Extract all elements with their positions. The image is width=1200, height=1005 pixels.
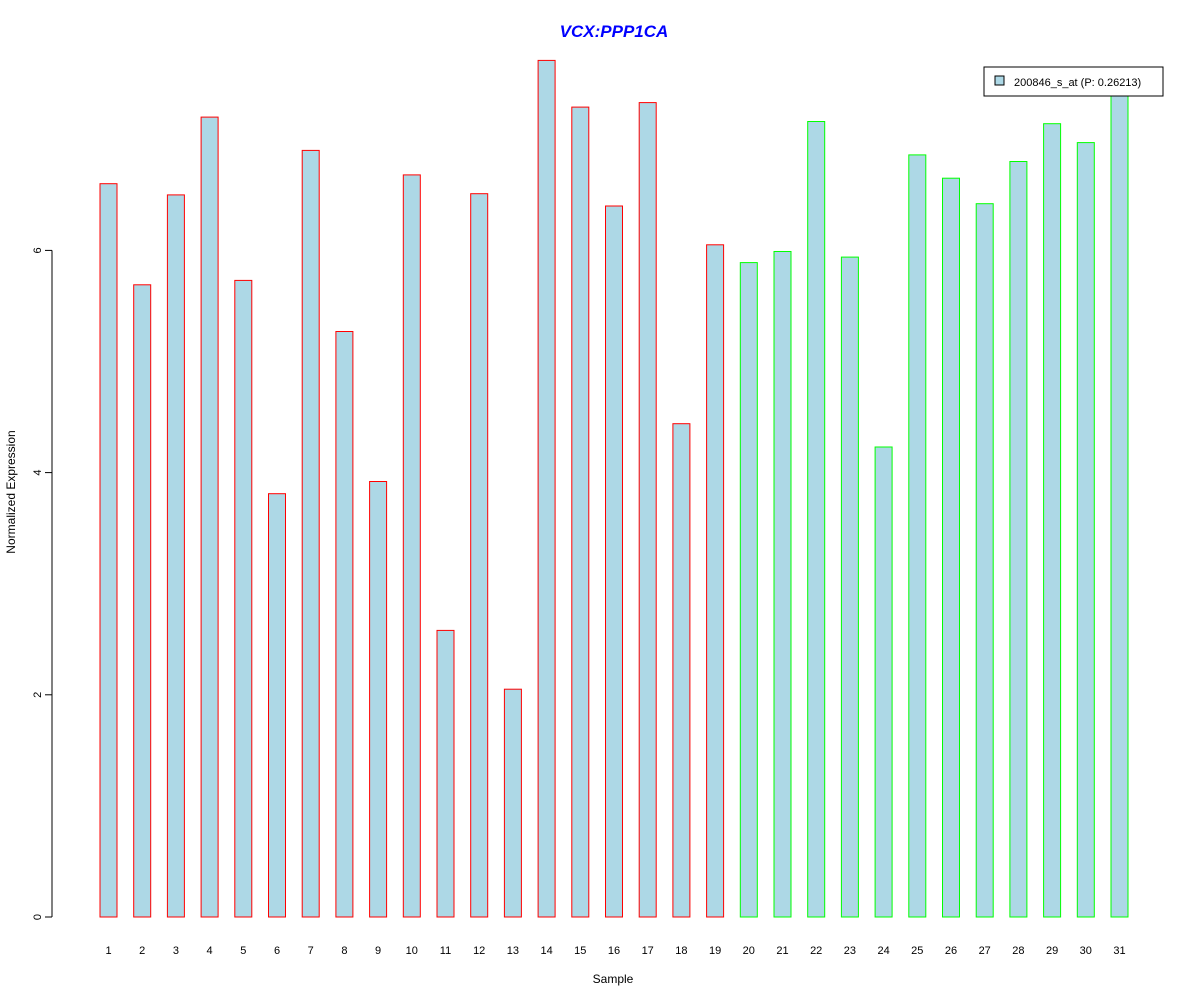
x-tick-label: 30 bbox=[1080, 945, 1092, 957]
bar-sample-15 bbox=[571, 106, 590, 918]
x-tick-label: 7 bbox=[308, 945, 314, 957]
chart-title: VCX:PPP1CA bbox=[560, 22, 669, 41]
bar-sample-22 bbox=[807, 121, 826, 918]
x-tick-label: 10 bbox=[406, 945, 418, 957]
bar-sample-1 bbox=[99, 183, 118, 918]
legend-swatch bbox=[994, 75, 1005, 86]
bar-sample-8 bbox=[335, 331, 354, 918]
x-tick-label: 14 bbox=[540, 945, 552, 957]
bar-sample-19 bbox=[706, 244, 725, 918]
x-tick-label: 12 bbox=[473, 945, 485, 957]
x-tick-label: 19 bbox=[709, 945, 721, 957]
x-tick-labels: 1 2 3 4 5 6 7 8 9 10 11 12 13 14 15 16 17 18 19 20 21 22 23 24 2… bbox=[105, 945, 1125, 957]
x-tick-label: 18 bbox=[675, 945, 687, 957]
bar-sample-29 bbox=[1043, 123, 1062, 918]
legend-box bbox=[983, 66, 1164, 97]
x-tick-label: 29 bbox=[1046, 945, 1058, 957]
x-tick-label: 5 bbox=[240, 945, 246, 957]
x-tick-label: 27 bbox=[979, 945, 991, 957]
bar-sample-25 bbox=[908, 154, 927, 918]
bar-sample-10 bbox=[402, 174, 421, 918]
x-tick-label: 23 bbox=[844, 945, 856, 957]
bar-sample-13 bbox=[503, 688, 522, 918]
y-axis-label: Normalized Expression bbox=[4, 430, 18, 553]
legend: 200846_s_at (P: 0.26213) bbox=[983, 66, 1164, 97]
bar-sample-18 bbox=[672, 423, 691, 918]
bar-sample-27 bbox=[975, 203, 994, 918]
bar-sample-30 bbox=[1076, 142, 1095, 918]
x-tick-label: 2 bbox=[139, 945, 145, 957]
bar-sample-28 bbox=[1009, 161, 1028, 918]
x-tick-label: 28 bbox=[1012, 945, 1024, 957]
bar-sample-4 bbox=[200, 116, 219, 918]
x-tick-label: 8 bbox=[341, 945, 347, 957]
bar-sample-14 bbox=[537, 59, 556, 918]
bar-sample-20 bbox=[739, 262, 758, 918]
bar-sample-5 bbox=[234, 279, 253, 918]
x-tick-label: 17 bbox=[642, 945, 654, 957]
bar-sample-16 bbox=[605, 205, 623, 918]
x-tick-label: 22 bbox=[810, 945, 822, 957]
x-tick-label: 6 bbox=[274, 945, 280, 957]
y-tick-label: 6 bbox=[32, 247, 44, 253]
bar-sample-24 bbox=[874, 446, 893, 918]
x-tick-label: 11 bbox=[440, 945, 451, 957]
bar-sample-6 bbox=[268, 493, 286, 918]
bar-sample-12 bbox=[470, 193, 489, 918]
x-tick-label: 26 bbox=[945, 945, 957, 957]
x-tick-label: 13 bbox=[507, 945, 519, 957]
x-tick-label: 1 bbox=[105, 945, 111, 957]
x-tick-label: 4 bbox=[207, 945, 213, 957]
bar-sample-3 bbox=[166, 194, 185, 918]
bar-sample-26 bbox=[942, 177, 960, 918]
bars-group bbox=[99, 59, 1129, 918]
x-tick-label: 24 bbox=[877, 945, 889, 957]
x-tick-label: 3 bbox=[173, 945, 179, 957]
bar-sample-11 bbox=[436, 629, 455, 918]
x-tick-label: 15 bbox=[574, 945, 586, 957]
x-axis-label: Sample bbox=[593, 972, 634, 986]
bar-sample-23 bbox=[840, 256, 859, 918]
y-tick-label: 4 bbox=[32, 470, 44, 476]
bar-sample-7 bbox=[301, 149, 320, 918]
x-tick-label: 31 bbox=[1113, 945, 1125, 957]
x-tick-label: 20 bbox=[743, 945, 755, 957]
x-tick-label: 25 bbox=[911, 945, 923, 957]
bar-sample-21 bbox=[773, 251, 792, 918]
y-tick-label: 0 bbox=[32, 914, 44, 920]
x-tick-label: 21 bbox=[776, 945, 788, 957]
legend-label: 200846_s_at (P: 0.26213) bbox=[1014, 77, 1141, 89]
bar-sample-9 bbox=[369, 481, 388, 918]
x-tick-label: 9 bbox=[375, 945, 381, 957]
y-axis: 0 2 4 6 bbox=[32, 247, 53, 920]
x-tick-label: 16 bbox=[608, 945, 620, 957]
bar-sample-2 bbox=[133, 284, 152, 918]
bar-sample-17 bbox=[638, 102, 657, 918]
bar-sample-31 bbox=[1110, 89, 1129, 918]
y-tick-label: 2 bbox=[32, 692, 44, 698]
